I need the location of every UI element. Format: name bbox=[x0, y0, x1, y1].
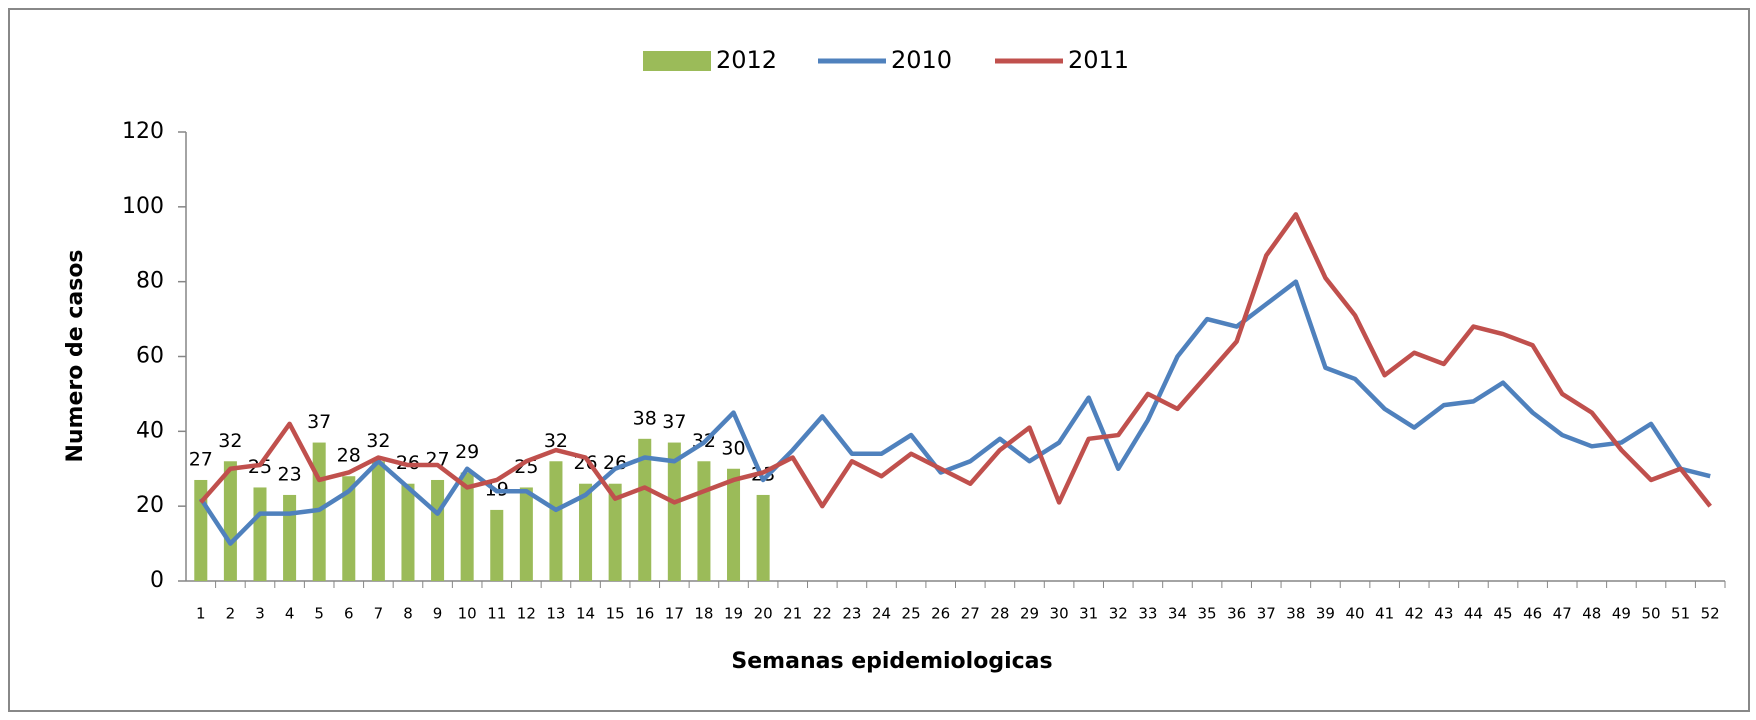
bar bbox=[608, 483, 622, 581]
x-tick-label: 19 bbox=[724, 605, 743, 623]
x-axis-title: Semanas epidemiologicas bbox=[731, 649, 1052, 674]
data-label: 32 bbox=[366, 430, 390, 452]
bar bbox=[579, 483, 593, 581]
x-tick-label: 24 bbox=[872, 605, 891, 623]
x-tick-label: 45 bbox=[1493, 605, 1512, 623]
y-tick-label: 20 bbox=[136, 493, 164, 518]
x-tick-label: 12 bbox=[517, 605, 536, 623]
x-tick-label: 44 bbox=[1464, 605, 1483, 623]
x-tick-label: 10 bbox=[458, 605, 477, 623]
x-tick-label: 38 bbox=[1286, 605, 1305, 623]
legend-swatch bbox=[643, 51, 711, 71]
x-tick-label: 35 bbox=[1198, 605, 1217, 623]
x-tick-label: 20 bbox=[754, 605, 773, 623]
x-tick-label: 6 bbox=[344, 605, 354, 623]
bar bbox=[490, 509, 504, 581]
x-tick-label: 30 bbox=[1050, 605, 1069, 623]
data-label: 29 bbox=[455, 441, 479, 463]
data-label: 23 bbox=[277, 463, 301, 485]
x-tick-label: 32 bbox=[1109, 605, 1128, 623]
x-tick-label: 1 bbox=[196, 605, 206, 623]
y-tick-label: 40 bbox=[136, 418, 164, 443]
x-tick-label: 8 bbox=[403, 605, 413, 623]
x-tick-label: 34 bbox=[1168, 605, 1187, 623]
x-tick-label: 16 bbox=[635, 605, 654, 623]
line bbox=[199, 212, 1712, 509]
x-tick-label: 27 bbox=[961, 605, 980, 623]
x-tick-label: 5 bbox=[314, 605, 324, 623]
chart-frame bbox=[8, 8, 1750, 712]
x-tick-label: 43 bbox=[1434, 605, 1453, 623]
data-label: 28 bbox=[337, 445, 361, 467]
bar bbox=[283, 494, 297, 581]
x-tick-label: 47 bbox=[1553, 605, 1572, 623]
x-tick-label: 29 bbox=[1020, 605, 1039, 623]
x-tick-label: 7 bbox=[374, 605, 384, 623]
x-tick-label: 26 bbox=[931, 605, 950, 623]
data-label: 30 bbox=[721, 437, 745, 459]
bar bbox=[371, 461, 385, 581]
x-tick-label: 21 bbox=[783, 605, 802, 623]
data-label: 32 bbox=[218, 430, 242, 452]
x-tick-label: 42 bbox=[1405, 605, 1424, 623]
bar bbox=[697, 461, 711, 581]
x-tick-label: 9 bbox=[433, 605, 443, 623]
x-tick-label: 11 bbox=[487, 605, 506, 623]
bar bbox=[401, 483, 415, 581]
data-label: 32 bbox=[544, 430, 568, 452]
x-tick-label: 18 bbox=[694, 605, 713, 623]
x-tick-label: 40 bbox=[1346, 605, 1365, 623]
bar bbox=[460, 472, 474, 581]
bar bbox=[756, 494, 770, 581]
x-tick-label: 48 bbox=[1582, 605, 1601, 623]
x-tick-label: 52 bbox=[1701, 605, 1720, 623]
x-tick-label: 22 bbox=[813, 605, 832, 623]
x-tick-label: 15 bbox=[606, 605, 625, 623]
x-tick-label: 41 bbox=[1375, 605, 1394, 623]
x-tick-label: 3 bbox=[255, 605, 265, 623]
y-tick-label: 120 bbox=[122, 119, 164, 144]
data-label: 27 bbox=[189, 448, 213, 470]
x-tick-label: 51 bbox=[1671, 605, 1690, 623]
bar bbox=[223, 461, 237, 581]
x-tick-label: 28 bbox=[990, 605, 1009, 623]
y-tick-label: 100 bbox=[122, 194, 164, 219]
data-label: 25 bbox=[514, 456, 538, 478]
y-tick-label: 60 bbox=[136, 344, 164, 369]
bar bbox=[253, 487, 267, 581]
data-label: 37 bbox=[307, 411, 331, 433]
x-tick-label: 49 bbox=[1612, 605, 1631, 623]
bar bbox=[519, 487, 533, 581]
x-tick-label: 25 bbox=[902, 605, 921, 623]
legend-label: 2011 bbox=[1068, 46, 1129, 74]
bar bbox=[638, 438, 652, 581]
x-tick-label: 46 bbox=[1523, 605, 1542, 623]
bar bbox=[431, 479, 445, 581]
data-label: 37 bbox=[662, 411, 686, 433]
bar bbox=[667, 442, 681, 581]
y-tick-label: 80 bbox=[136, 269, 164, 294]
legend-label: 2012 bbox=[716, 46, 777, 74]
x-tick-label: 14 bbox=[576, 605, 595, 623]
bar bbox=[342, 476, 356, 581]
x-tick-label: 2 bbox=[226, 605, 236, 623]
x-tick-label: 17 bbox=[665, 605, 684, 623]
x-tick-label: 4 bbox=[285, 605, 295, 623]
x-tick-label: 23 bbox=[842, 605, 861, 623]
x-tick-label: 37 bbox=[1257, 605, 1276, 623]
y-tick-label: 0 bbox=[150, 568, 164, 593]
x-tick-label: 36 bbox=[1227, 605, 1246, 623]
x-tick-label: 31 bbox=[1079, 605, 1098, 623]
data-label: 38 bbox=[633, 407, 657, 429]
x-tick-label: 13 bbox=[546, 605, 565, 623]
legend-label: 2010 bbox=[891, 46, 952, 74]
x-tick-label: 33 bbox=[1138, 605, 1157, 623]
bar bbox=[727, 468, 741, 581]
bar bbox=[549, 461, 563, 581]
line bbox=[198, 279, 1711, 546]
y-axis-title: Numero de casos bbox=[63, 249, 88, 462]
x-tick-label: 39 bbox=[1316, 605, 1335, 623]
x-tick-label: 50 bbox=[1641, 605, 1660, 623]
